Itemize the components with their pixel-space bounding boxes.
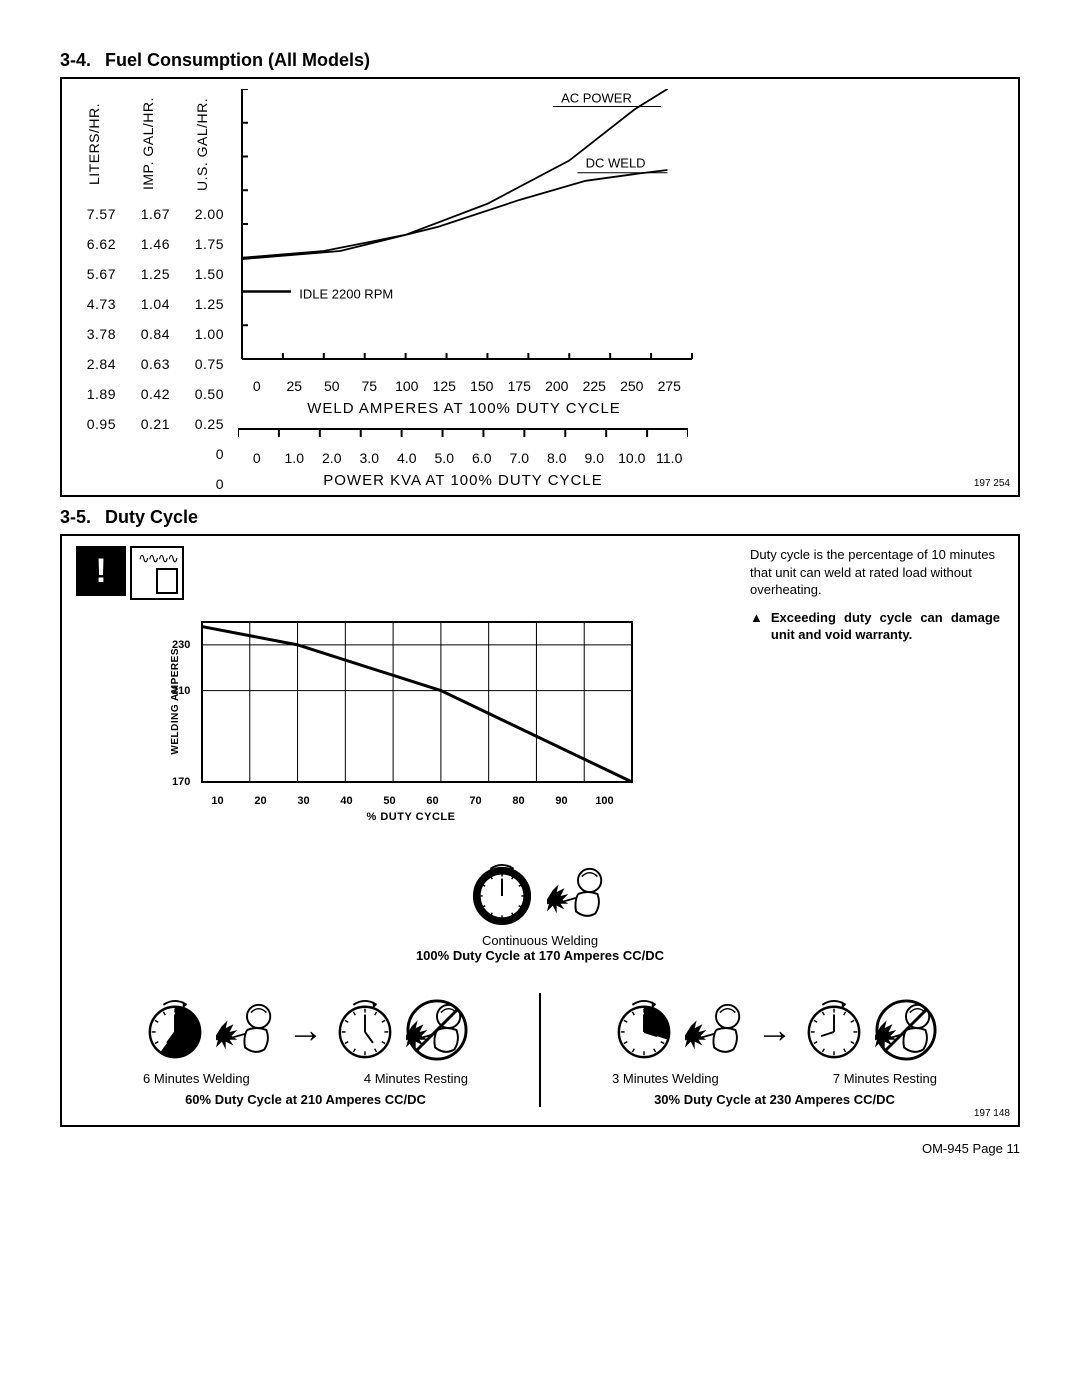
clock-icon bbox=[144, 999, 206, 1061]
x-axis-2-label: POWER KVA AT 100% DUTY CYCLE bbox=[238, 472, 688, 489]
duty-60-col: → 6 Minutes Welding 4 Minutes Resting 60… bbox=[76, 993, 535, 1107]
svg-text:DC WELD: DC WELD bbox=[586, 155, 646, 170]
duty-cycle-definition: Duty cycle is the percentage of 10 minut… bbox=[750, 546, 1000, 644]
duty-plot bbox=[196, 618, 636, 788]
duty-xlabel: % DUTY CYCLE bbox=[196, 811, 626, 823]
y-axis-label: U.S. GAL/HR. bbox=[194, 89, 210, 199]
clock-icon bbox=[613, 999, 675, 1061]
duty-30-col: → 3 Minutes Welding 7 Minutes Resting 30… bbox=[545, 993, 1004, 1107]
fuel-plot: AC POWER DC WELD IDLE 2200 RPM bbox=[234, 89, 694, 369]
svg-text:IDLE 2200 RPM: IDLE 2200 RPM bbox=[299, 286, 393, 301]
clock-icon bbox=[334, 999, 396, 1061]
figure-id: 197 254 bbox=[974, 478, 1010, 489]
svg-text:AC POWER: AC POWER bbox=[561, 91, 632, 106]
section-3-5-title: 3-5.Duty Cycle bbox=[60, 507, 1020, 528]
welder-rest-icon bbox=[406, 999, 468, 1061]
duty-100-row bbox=[76, 863, 1004, 925]
section-3-4-title: 3-4.Fuel Consumption (All Models) bbox=[60, 50, 1020, 71]
duty-ylabel: WELDING AMPERES bbox=[170, 648, 181, 755]
figure-id: 197 148 bbox=[974, 1108, 1010, 1119]
warning-exclaim-icon: ! bbox=[76, 546, 126, 596]
triangle-icon: ▲ bbox=[750, 609, 763, 644]
arrow-icon: → bbox=[288, 1009, 324, 1051]
warning-icons: ! ∿∿∿∿ bbox=[76, 546, 184, 600]
clock-icon bbox=[803, 999, 865, 1061]
page-footer: OM-945 Page 11 bbox=[60, 1141, 1020, 1156]
clock-icon bbox=[471, 863, 533, 925]
welder-icon bbox=[547, 863, 609, 925]
duty-cycle-section: ! ∿∿∿∿ Duty cycle is the percentage of 1… bbox=[60, 534, 1020, 1127]
welder-icon bbox=[216, 999, 278, 1061]
y-axis-label: IMP. GAL/HR. bbox=[140, 89, 156, 199]
welder-rest-icon bbox=[875, 999, 937, 1061]
y-axis-label: LITERS/HR. bbox=[86, 89, 102, 199]
overheat-icon: ∿∿∿∿ bbox=[130, 546, 184, 600]
fuel-consumption-chart: LITERS/HR.7.576.625.674.733.782.841.890.… bbox=[60, 77, 1020, 497]
arrow-icon: → bbox=[757, 1009, 793, 1051]
welder-icon bbox=[685, 999, 747, 1061]
x-axis-1-label: WELD AMPERES AT 100% DUTY CYCLE bbox=[234, 400, 694, 417]
duty-100-caption: Continuous Welding 100% Duty Cycle at 17… bbox=[76, 933, 1004, 963]
